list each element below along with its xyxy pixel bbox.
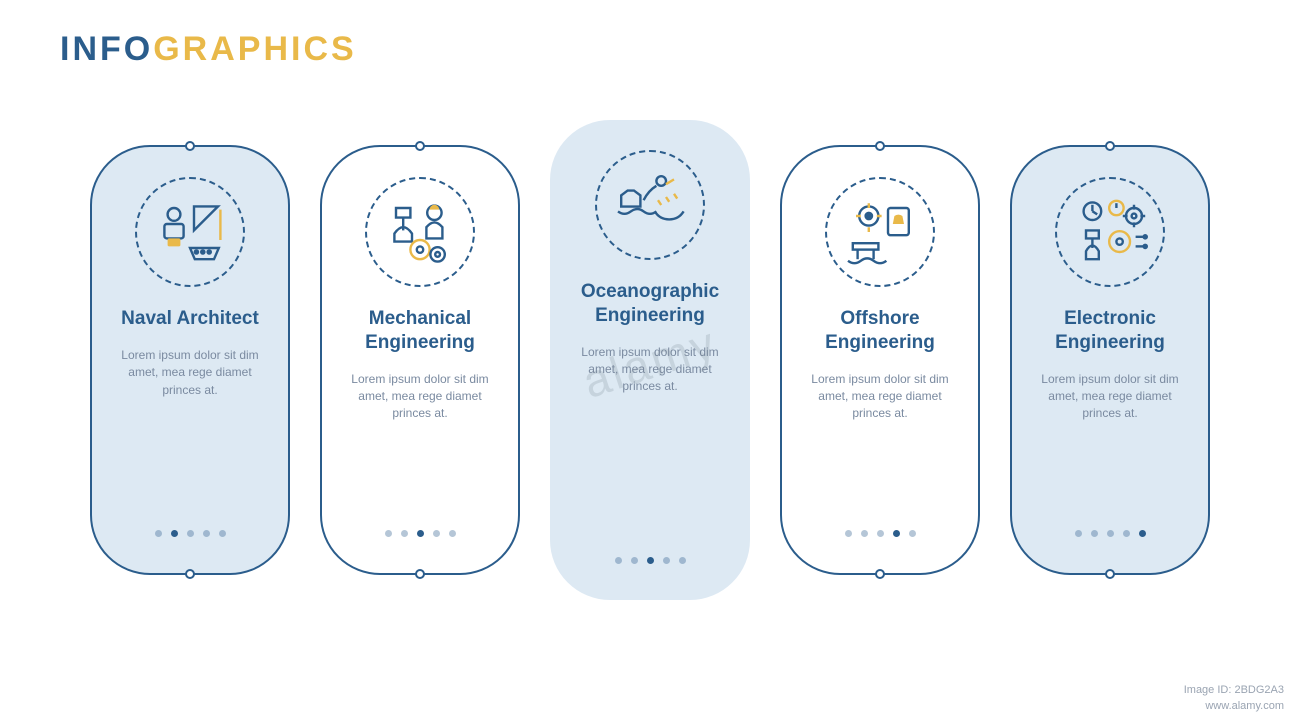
card-desc: Lorem ipsum dolor sit dim amet, mea rege… — [804, 371, 956, 423]
connector-dot-bottom — [415, 569, 425, 579]
card-naval-architect: Naval Architect Lorem ipsum dolor sit dim… — [90, 145, 290, 575]
pager-dot[interactable] — [1107, 530, 1114, 537]
pager — [845, 530, 916, 537]
pager-dot[interactable] — [401, 530, 408, 537]
title-part-b: GRAPHICS — [153, 30, 356, 68]
pager-dot[interactable] — [877, 530, 884, 537]
card-desc: Lorem ipsum dolor sit dim amet, mea rege… — [1034, 371, 1186, 423]
offshore-icon — [825, 177, 935, 287]
connector-dot-bottom — [1105, 569, 1115, 579]
pager-dot[interactable] — [679, 557, 686, 564]
electronic-icon — [1055, 177, 1165, 287]
pager-dot[interactable] — [631, 557, 638, 564]
connector-dot-bottom — [185, 569, 195, 579]
mechanical-icon — [365, 177, 475, 287]
pager-dot[interactable] — [171, 530, 178, 537]
card-electronic: Electronic Engineering Lorem ipsum dolor … — [1010, 145, 1210, 575]
page-title: INFOGRAPHICS — [60, 30, 357, 69]
card-body: Electronic Engineering Lorem ipsum dolor … — [1010, 145, 1210, 575]
pager-dot[interactable] — [909, 530, 916, 537]
card-body: Offshore Engineering Lorem ipsum dolor si… — [780, 145, 980, 575]
card-title: Electronic Engineering — [1034, 307, 1186, 355]
oceanographic-icon — [595, 150, 705, 260]
card-body: Naval Architect Lorem ipsum dolor sit dim… — [90, 145, 290, 575]
connector-dot-top — [1105, 141, 1115, 151]
pager-dot[interactable] — [203, 530, 210, 537]
card-body: Oceanographic Engineering Lorem ipsum dol… — [550, 120, 750, 600]
pager-dot[interactable] — [1123, 530, 1130, 537]
cards-row: Naval Architect Lorem ipsum dolor sit dim… — [0, 80, 1300, 640]
pager-dot[interactable] — [433, 530, 440, 537]
connector-dot-top — [875, 141, 885, 151]
connector-dot-bottom — [875, 569, 885, 579]
site-url: www.alamy.com — [1184, 699, 1284, 714]
card-desc: Lorem ipsum dolor sit dim amet, mea rege… — [344, 371, 496, 423]
pager-dot[interactable] — [1139, 530, 1146, 537]
card-mechanical: Mechanical Engineering Lorem ipsum dolor … — [320, 145, 520, 575]
card-desc: Lorem ipsum dolor sit dim amet, mea rege… — [572, 344, 728, 396]
pager — [1075, 530, 1146, 537]
card-body: Mechanical Engineering Lorem ipsum dolor … — [320, 145, 520, 575]
pager-dot[interactable] — [893, 530, 900, 537]
card-oceanographic: Oceanographic Engineering Lorem ipsum dol… — [550, 120, 750, 600]
pager-dot[interactable] — [449, 530, 456, 537]
card-desc: Lorem ipsum dolor sit dim amet, mea rege… — [114, 347, 266, 399]
pager-dot[interactable] — [861, 530, 868, 537]
pager-dot[interactable] — [647, 557, 654, 564]
pager-dot[interactable] — [615, 557, 622, 564]
naval-architect-icon — [135, 177, 245, 287]
pager — [615, 557, 686, 564]
pager-dot[interactable] — [155, 530, 162, 537]
title-part-a: INFO — [60, 30, 153, 68]
card-title: Naval Architect — [121, 307, 259, 331]
pager-dot[interactable] — [187, 530, 194, 537]
card-offshore: Offshore Engineering Lorem ipsum dolor si… — [780, 145, 980, 575]
image-id: Image ID: 2BDG2A3 — [1184, 683, 1284, 698]
connector-dot-top — [415, 141, 425, 151]
pager-dot[interactable] — [385, 530, 392, 537]
connector-dot-top — [185, 141, 195, 151]
pager-dot[interactable] — [219, 530, 226, 537]
pager-dot[interactable] — [1091, 530, 1098, 537]
pager-dot[interactable] — [1075, 530, 1082, 537]
card-title: Mechanical Engineering — [344, 307, 496, 355]
pager — [385, 530, 456, 537]
pager-dot[interactable] — [663, 557, 670, 564]
pager-dot[interactable] — [845, 530, 852, 537]
pager — [155, 530, 226, 537]
pager-dot[interactable] — [417, 530, 424, 537]
card-title: Offshore Engineering — [804, 307, 956, 355]
card-title: Oceanographic Engineering — [572, 280, 728, 328]
footer: Image ID: 2BDG2A3 www.alamy.com — [1184, 683, 1284, 714]
